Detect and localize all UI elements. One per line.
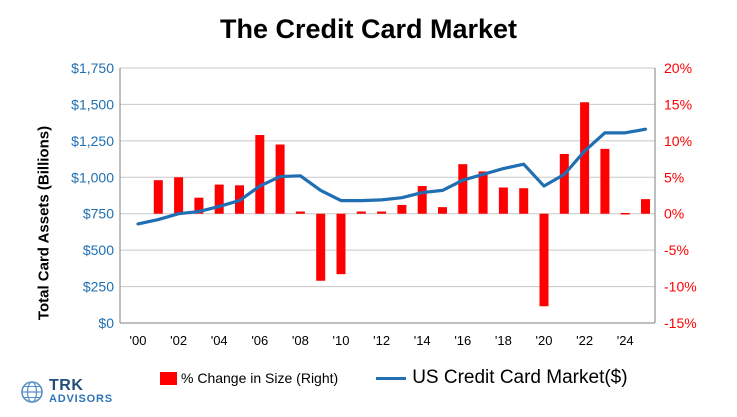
bar	[620, 212, 630, 215]
legend-label-bars: % Change in Size (Right)	[181, 370, 339, 386]
bar	[377, 211, 387, 214]
legend-item-bars: % Change in Size (Right)	[160, 370, 338, 386]
legend-label-line: US Credit Card Market($)	[412, 367, 628, 388]
x-tick-label: '14	[414, 333, 431, 348]
bar	[580, 102, 590, 214]
bar	[194, 197, 204, 214]
bar	[174, 177, 184, 214]
legend: % Change in Size (Right) US Credit Card …	[160, 365, 628, 391]
y2-tick-label: -15%	[664, 315, 697, 331]
x-tick-label: '02	[170, 333, 187, 348]
company-logo: TRK ADVISORS	[20, 378, 113, 405]
y2-tick-label: 0%	[664, 206, 684, 222]
x-tick-label: '18	[495, 333, 512, 348]
y-tick-label: $1,750	[71, 60, 114, 76]
bar	[519, 188, 529, 214]
bar	[356, 211, 366, 214]
y-tick-label: $750	[83, 206, 114, 222]
logo-subtitle: ADVISORS	[49, 393, 113, 405]
bar	[417, 186, 427, 214]
bar	[559, 153, 569, 214]
bar	[275, 144, 285, 214]
bar	[438, 207, 447, 214]
bar	[478, 171, 488, 214]
x-tick-label: '24	[617, 333, 634, 348]
bar	[214, 184, 224, 214]
bar	[255, 135, 265, 214]
y-tick-label: $0	[98, 315, 114, 331]
bar	[458, 164, 468, 214]
y-tick-label: $250	[83, 279, 114, 295]
bar	[316, 213, 326, 281]
chart-title: The Credit Card Market	[219, 14, 518, 44]
x-tick-label: '10	[333, 333, 350, 348]
y2-tick-label: 15%	[664, 96, 692, 112]
y-tick-label: $1,000	[71, 169, 114, 185]
x-tick-label: '16	[454, 333, 471, 348]
y2-tick-label: 20%	[664, 60, 692, 76]
y2-tick-label: -10%	[664, 279, 697, 295]
globe-logo-icon	[21, 380, 43, 403]
legend-swatch-line	[376, 376, 407, 380]
x-tick-label: '00	[130, 333, 147, 348]
series-line	[136, 127, 648, 226]
y-tick-label: $500	[83, 242, 114, 258]
y-tick-label: $1,500	[71, 96, 114, 112]
bar	[397, 204, 407, 214]
logo-name: TRK	[49, 377, 84, 394]
bar	[336, 213, 346, 275]
y2-tick-label: 5%	[664, 169, 684, 185]
y2-tick-label: -5%	[664, 242, 689, 258]
bar	[641, 199, 650, 214]
x-tick-label: '20	[536, 333, 553, 348]
bar	[539, 213, 549, 307]
x-tick-label: '12	[373, 333, 390, 348]
x-tick-label: '08	[292, 333, 309, 348]
bar	[295, 211, 305, 214]
bar	[153, 180, 163, 214]
x-tick-label: '04	[211, 333, 228, 348]
legend-item-line: US Credit Card Market($)	[338, 367, 628, 389]
y2-tick-label: 10%	[664, 133, 692, 149]
bar	[498, 187, 508, 214]
y-axis-label: Total Card Assets (Billions)	[35, 125, 53, 321]
x-tick-label: '22	[576, 333, 593, 348]
bar	[600, 148, 610, 214]
x-tick-label: '06	[251, 333, 268, 348]
y-tick-label: $1,250	[71, 133, 114, 149]
legend-swatch-bars	[160, 371, 177, 385]
